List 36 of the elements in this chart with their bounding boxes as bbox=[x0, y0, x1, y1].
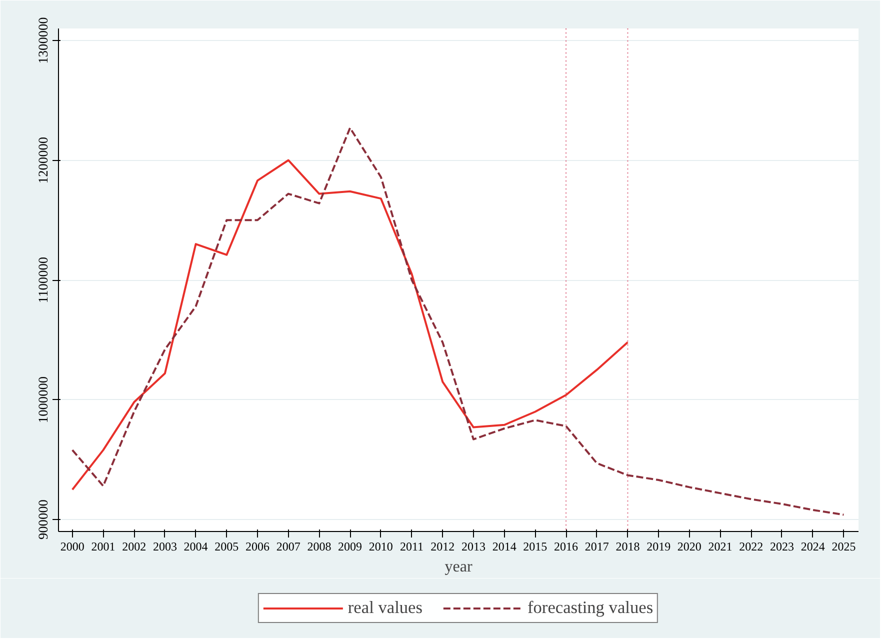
x-tick-label: 2016 bbox=[554, 540, 578, 554]
line-series bbox=[71, 126, 845, 516]
x-tick-label: 2012 bbox=[430, 540, 455, 554]
x-tick-label: 2020 bbox=[677, 540, 702, 554]
x-tick-label: 2017 bbox=[584, 540, 609, 554]
x-tick-label: 2014 bbox=[492, 540, 516, 554]
legend-label: real values bbox=[348, 598, 422, 618]
y-tick-label: 900000 bbox=[36, 499, 50, 540]
x-tick-label: 2018 bbox=[616, 540, 640, 554]
x-tick-label: 2003 bbox=[152, 540, 177, 554]
x-tick-label: 2013 bbox=[461, 540, 486, 554]
x-tick-label: 2024 bbox=[800, 540, 825, 554]
x-tick-label: 2011 bbox=[400, 540, 424, 554]
x-tick-label: 2007 bbox=[276, 540, 300, 554]
x-tick-label: 2008 bbox=[307, 540, 332, 554]
x-tick-label: 2015 bbox=[523, 540, 548, 554]
x-tick-label: 2005 bbox=[214, 540, 239, 554]
legend-label: forecasting values bbox=[527, 598, 654, 618]
y-tick-label: 1100000 bbox=[36, 256, 50, 304]
x-tick-label: 2006 bbox=[245, 540, 270, 554]
x-axis-title: year bbox=[444, 558, 473, 576]
x-tick-label: 2000 bbox=[60, 540, 84, 554]
x-tick-label: 2002 bbox=[122, 540, 146, 554]
x-tick-label: 2025 bbox=[832, 540, 856, 554]
x-tick-label: 2023 bbox=[770, 540, 794, 554]
x-tick-label: 2009 bbox=[338, 540, 362, 554]
x-tick-label: 2010 bbox=[368, 540, 393, 554]
x-tick-label: 2001 bbox=[91, 540, 116, 554]
x-tick-label: 2021 bbox=[708, 540, 732, 554]
x-tick-label: 2019 bbox=[646, 540, 671, 554]
y-tick-label: 1300000 bbox=[36, 16, 50, 64]
y-tick-label: 1000000 bbox=[36, 376, 50, 424]
line-series bbox=[71, 159, 629, 491]
y-tick-label: 1200000 bbox=[36, 136, 50, 184]
x-tick-label: 2022 bbox=[739, 540, 764, 554]
x-tick-label: 2004 bbox=[184, 540, 208, 554]
